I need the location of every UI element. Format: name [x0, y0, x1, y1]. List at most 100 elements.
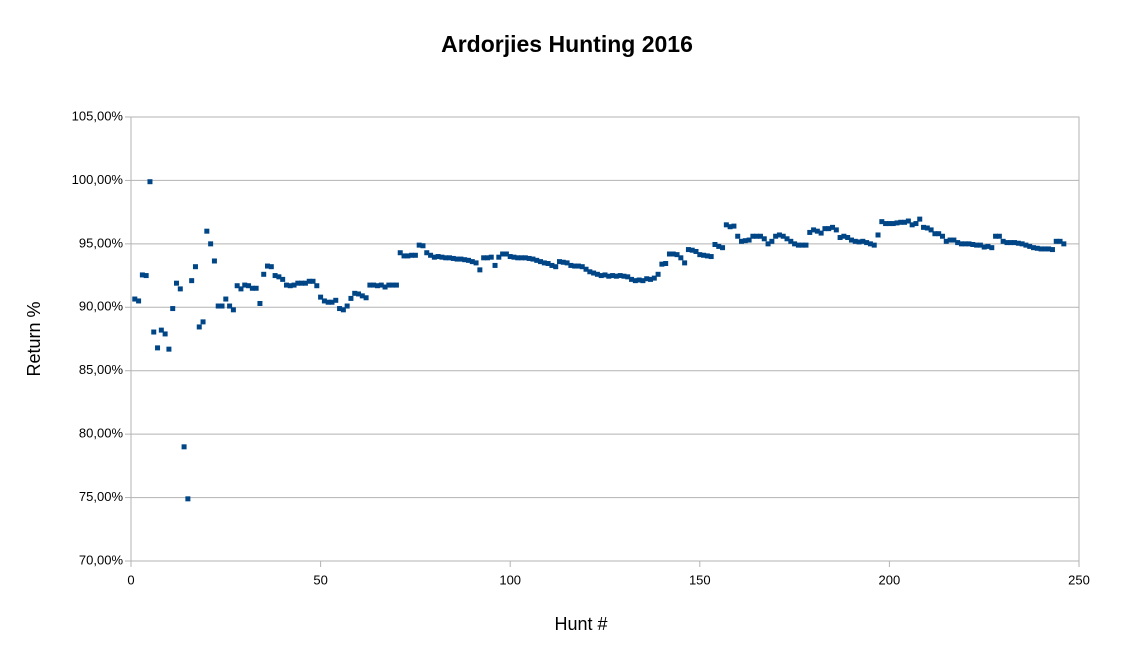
point — [678, 255, 684, 261]
point — [428, 252, 434, 258]
point — [572, 263, 578, 269]
point — [613, 273, 619, 279]
point — [746, 237, 752, 243]
point — [886, 221, 892, 227]
point — [488, 254, 494, 260]
point — [356, 291, 362, 297]
point — [230, 307, 236, 313]
point — [648, 276, 654, 282]
point — [139, 272, 145, 278]
point — [534, 257, 540, 263]
x-tick-label: 0 — [127, 572, 134, 587]
point — [894, 220, 900, 226]
point — [1061, 241, 1067, 247]
point — [625, 274, 631, 280]
point — [739, 238, 745, 244]
plot-area — [130, 116, 1080, 562]
x-tick-label: 200 — [879, 572, 901, 587]
point — [174, 280, 180, 286]
point — [773, 233, 779, 239]
point — [594, 271, 600, 277]
point — [469, 259, 475, 265]
y-tick-label: 75,00% — [79, 489, 124, 504]
point — [1027, 243, 1033, 249]
point — [814, 228, 820, 234]
point — [522, 255, 528, 261]
y-axis-title: Return % — [24, 301, 44, 376]
point — [583, 266, 589, 272]
point — [192, 264, 198, 270]
point — [238, 286, 244, 292]
point — [955, 240, 961, 246]
point — [712, 241, 718, 247]
point — [864, 240, 870, 246]
point — [735, 233, 741, 239]
point — [720, 245, 726, 251]
point — [708, 254, 714, 260]
point — [757, 233, 763, 239]
point — [477, 267, 483, 273]
point — [363, 295, 369, 301]
point — [651, 275, 657, 281]
point — [936, 231, 942, 237]
point — [670, 251, 676, 257]
point — [913, 221, 919, 227]
point — [208, 241, 214, 247]
point — [723, 222, 729, 228]
point — [519, 255, 525, 261]
point — [640, 278, 646, 284]
point — [314, 283, 320, 289]
point — [249, 285, 255, 291]
y-tick-label: 105,00% — [72, 108, 124, 123]
point — [867, 241, 873, 247]
point — [947, 237, 953, 243]
point — [147, 179, 153, 185]
point — [196, 324, 202, 330]
point — [443, 255, 449, 261]
point — [166, 346, 172, 352]
chart-title: Ardorjies Hunting 2016 — [441, 31, 693, 57]
point — [788, 238, 794, 244]
point — [181, 444, 187, 450]
point — [1008, 240, 1014, 246]
point — [921, 224, 927, 230]
point — [682, 260, 688, 266]
point — [340, 307, 346, 313]
point — [155, 345, 161, 351]
y-tick-label: 85,00% — [79, 362, 124, 377]
point — [287, 283, 293, 289]
point — [136, 298, 142, 304]
point — [803, 242, 809, 248]
point — [795, 242, 801, 248]
point — [917, 216, 923, 222]
point — [587, 269, 593, 275]
point — [185, 496, 191, 502]
point — [473, 260, 479, 266]
y-tick-label: 90,00% — [79, 299, 124, 314]
point — [257, 300, 263, 306]
point — [826, 226, 832, 232]
point — [401, 253, 407, 259]
point — [943, 238, 949, 244]
point — [458, 256, 464, 262]
point — [974, 242, 980, 248]
x-axis-title: Hunt # — [554, 614, 607, 634]
point — [875, 232, 881, 238]
point — [981, 244, 987, 250]
point — [344, 303, 350, 309]
point — [371, 282, 377, 288]
point — [663, 261, 669, 267]
point — [321, 298, 327, 304]
point — [541, 260, 547, 266]
point — [276, 274, 282, 280]
point — [704, 253, 710, 259]
point — [507, 254, 513, 260]
point — [227, 303, 233, 309]
point — [727, 224, 733, 230]
point — [132, 296, 138, 302]
point — [1019, 241, 1025, 247]
point — [837, 235, 843, 241]
point — [1049, 247, 1055, 253]
point — [932, 231, 938, 237]
point — [830, 224, 836, 230]
